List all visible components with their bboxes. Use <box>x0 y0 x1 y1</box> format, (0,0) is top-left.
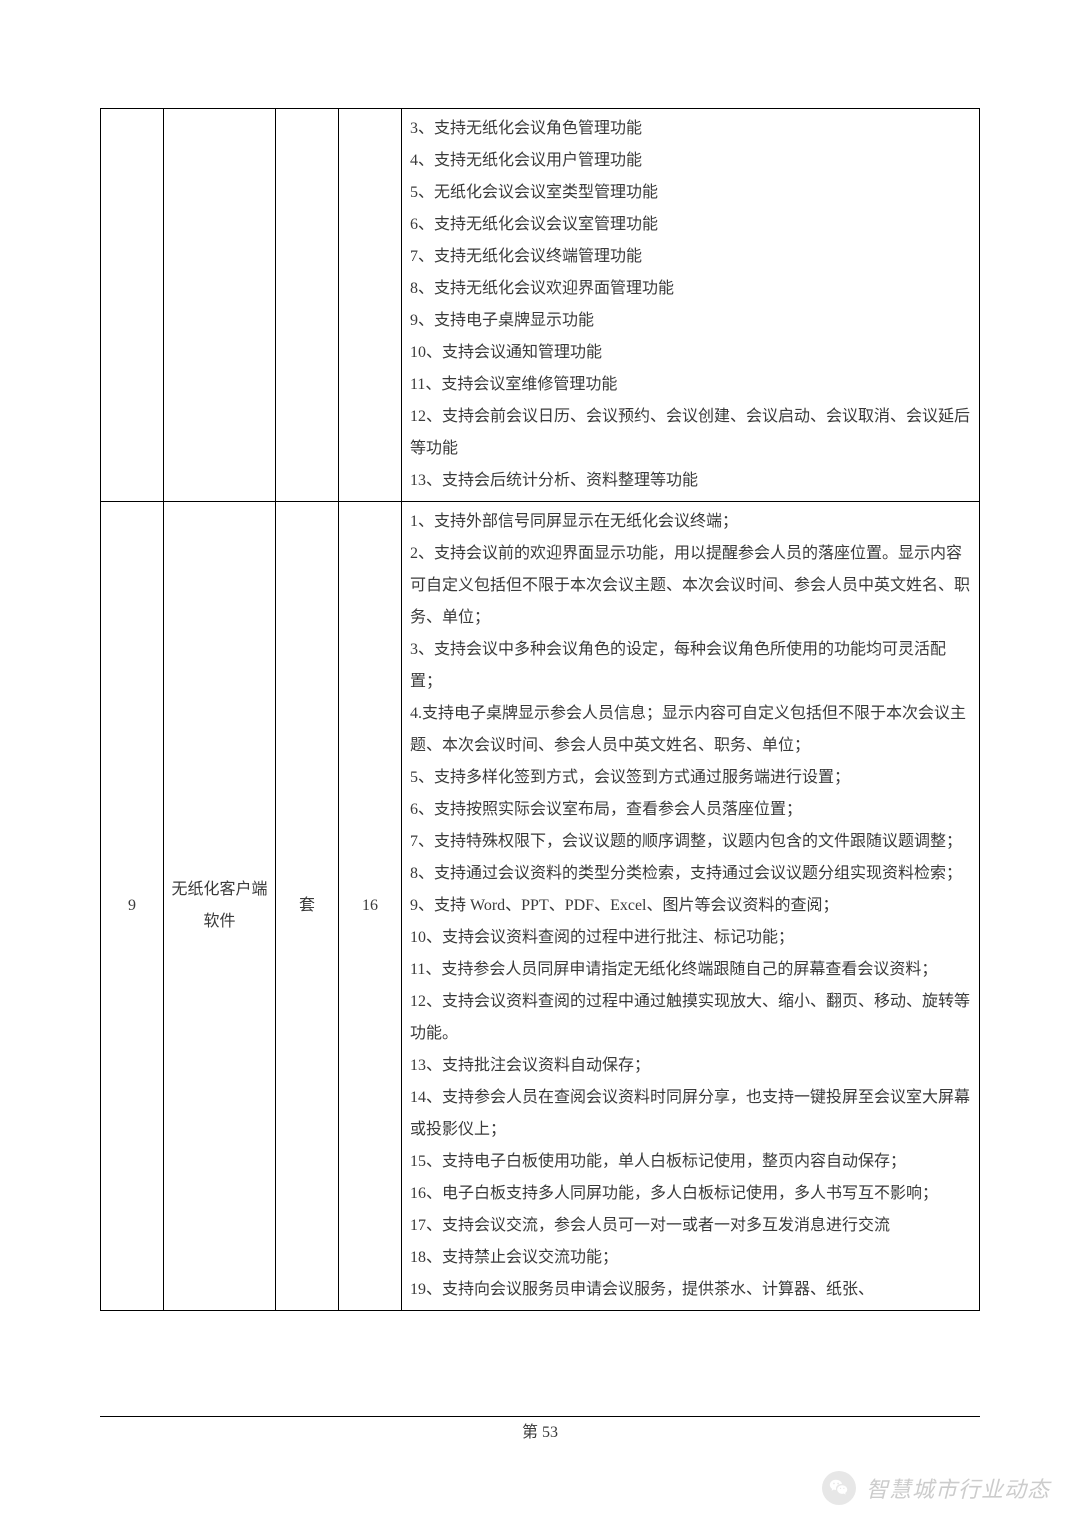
desc-line: 1、支持外部信号同屏显示在无纸化会议终端； <box>410 506 971 538</box>
desc-line: 8、支持无纸化会议欢迎界面管理功能 <box>410 273 971 305</box>
desc-line: 3、支持会议中多种会议角色的设定，每种会议角色所使用的功能均可灵活配置； <box>410 634 971 698</box>
desc-line: 12、支持会前会议日历、会议预约、会议创建、会议启动、会议取消、会议延后等功能 <box>410 401 971 465</box>
desc-line: 15、支持电子白板使用功能，单人白板标记使用，整页内容自动保存； <box>410 1146 971 1178</box>
desc-line: 5、支持多样化签到方式，会议签到方式通过服务端进行设置； <box>410 762 971 794</box>
desc-line: 10、支持会议通知管理功能 <box>410 337 971 369</box>
desc-line: 16、电子白板支持多人同屏功能，多人白板标记使用，多人书写互不影响； <box>410 1178 971 1210</box>
cell-qty <box>339 109 402 502</box>
footer-divider <box>100 1416 980 1417</box>
desc-line: 19、支持向会议服务员申请会议服务，提供茶水、计算器、纸张、 <box>410 1274 971 1306</box>
desc-line: 12、支持会议资料查阅的过程中通过触摸实现放大、缩小、翻页、移动、旋转等功能。 <box>410 986 971 1050</box>
desc-line: 14、支持参会人员在查阅会议资料时同屏分享，也支持一键投屏至会议室大屏幕或投影仪… <box>410 1082 971 1146</box>
cell-qty: 16 <box>339 502 402 1311</box>
page-number: 第 53 <box>0 1418 1080 1442</box>
desc-line: 13、支持批注会议资料自动保存； <box>410 1050 971 1082</box>
desc-line: 10、支持会议资料查阅的过程中进行批注、标记功能； <box>410 922 971 954</box>
spec-table: 3、支持无纸化会议角色管理功能 4、支持无纸化会议用户管理功能 5、无纸化会议会… <box>100 108 980 1311</box>
desc-line: 11、支持会议室维修管理功能 <box>410 369 971 401</box>
desc-line: 11、支持参会人员同屏申请指定无纸化终端跟随自己的屏幕查看会议资料； <box>410 954 971 986</box>
desc-line: 6、支持无纸化会议会议室管理功能 <box>410 209 971 241</box>
cell-description: 3、支持无纸化会议角色管理功能 4、支持无纸化会议用户管理功能 5、无纸化会议会… <box>402 109 980 502</box>
watermark-text: 智慧城市行业动态 <box>866 1472 1050 1504</box>
desc-line: 8、支持通过会议资料的类型分类检索，支持通过会议议题分组实现资料检索； <box>410 858 971 890</box>
page-content: 3、支持无纸化会议角色管理功能 4、支持无纸化会议用户管理功能 5、无纸化会议会… <box>0 0 1080 1311</box>
desc-line: 7、支持无纸化会议终端管理功能 <box>410 241 971 273</box>
watermark: 智慧城市行业动态 <box>822 1471 1050 1505</box>
desc-line: 4、支持无纸化会议用户管理功能 <box>410 145 971 177</box>
desc-line: 9、支持 Word、PPT、PDF、Excel、图片等会议资料的查阅； <box>410 890 971 922</box>
desc-line: 4.支持电子桌牌显示参会人员信息；显示内容可自定义包括但不限于本次会议主题、本次… <box>410 698 971 762</box>
desc-line: 6、支持按照实际会议室布局，查看参会人员落座位置； <box>410 794 971 826</box>
desc-line: 5、无纸化会议会议室类型管理功能 <box>410 177 971 209</box>
cell-unit: 套 <box>276 502 339 1311</box>
cell-name: 无纸化客户端软件 <box>164 502 276 1311</box>
desc-line: 13、支持会后统计分析、资料整理等功能 <box>410 465 971 497</box>
wechat-icon-svg <box>828 1477 850 1499</box>
desc-line: 17、支持会议交流，参会人员可一对一或者一对多互发消息进行交流 <box>410 1210 971 1242</box>
wechat-icon <box>822 1471 856 1505</box>
cell-name <box>164 109 276 502</box>
desc-line: 18、支持禁止会议交流功能； <box>410 1242 971 1274</box>
table-row: 3、支持无纸化会议角色管理功能 4、支持无纸化会议用户管理功能 5、无纸化会议会… <box>101 109 980 502</box>
desc-line: 7、支持特殊权限下，会议议题的顺序调整，议题内包含的文件跟随议题调整； <box>410 826 971 858</box>
cell-unit <box>276 109 339 502</box>
desc-line: 3、支持无纸化会议角色管理功能 <box>410 113 971 145</box>
desc-line: 2、支持会议前的欢迎界面显示功能，用以提醒参会人员的落座位置。显示内容可自定义包… <box>410 538 971 634</box>
cell-description: 1、支持外部信号同屏显示在无纸化会议终端； 2、支持会议前的欢迎界面显示功能，用… <box>402 502 980 1311</box>
desc-line: 9、支持电子桌牌显示功能 <box>410 305 971 337</box>
cell-index: 9 <box>101 502 164 1311</box>
table-row: 9 无纸化客户端软件 套 16 1、支持外部信号同屏显示在无纸化会议终端； 2、… <box>101 502 980 1311</box>
cell-index <box>101 109 164 502</box>
